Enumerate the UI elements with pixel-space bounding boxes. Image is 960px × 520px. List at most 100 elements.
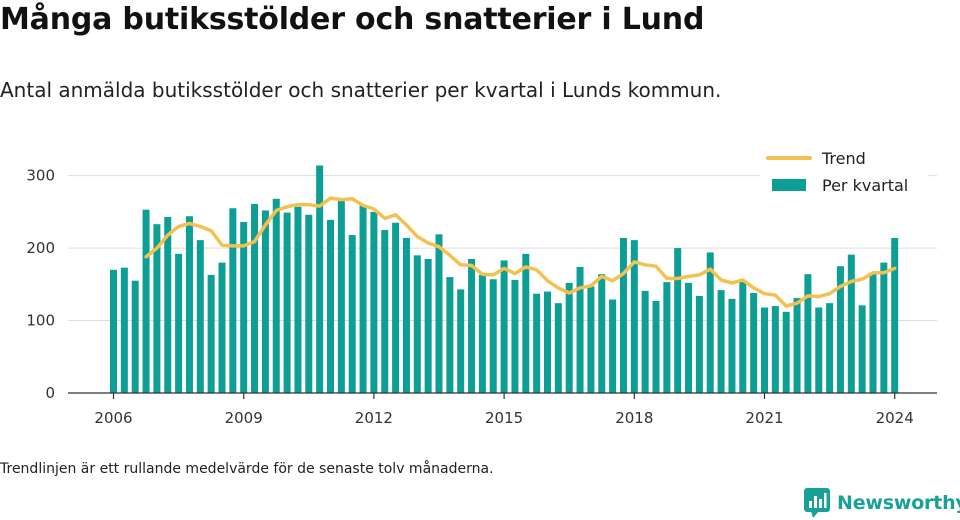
- bar: [337, 200, 345, 393]
- bar: [142, 209, 150, 393]
- bar: [207, 274, 215, 393]
- x-tick-label: 2024: [876, 409, 914, 427]
- x-axis-ticks: 2006 2009 2012 2015 2018 2021 2024: [94, 393, 914, 427]
- y-tick-label: 200: [26, 239, 55, 257]
- bar: [641, 290, 649, 393]
- bar: [630, 240, 638, 393]
- bar: [739, 280, 747, 393]
- bar: [457, 289, 465, 393]
- y-tick-label: 100: [26, 312, 55, 330]
- bar: [446, 277, 454, 393]
- bar: [316, 165, 324, 393]
- newsworthy-logo-icon: [804, 488, 830, 518]
- bar: [164, 216, 172, 393]
- bar: [619, 237, 627, 393]
- legend: Trend Per kvartal: [760, 144, 928, 204]
- legend-bar-swatch: [772, 179, 806, 191]
- bar: [392, 222, 400, 393]
- bar: [348, 235, 356, 393]
- bar: [565, 282, 573, 393]
- chart-title: Många butiksstölder och snatterier i Lun…: [0, 2, 705, 37]
- bar: [468, 258, 476, 393]
- bar: [891, 237, 899, 393]
- bar: [283, 212, 291, 393]
- bar: [793, 298, 801, 393]
- y-axis-ticks: 0 100 200 300: [26, 167, 55, 402]
- bar: [120, 267, 128, 393]
- bar: [771, 306, 779, 393]
- bar: [251, 203, 259, 393]
- bar: [196, 240, 204, 393]
- bar: [869, 273, 877, 393]
- bar: [294, 206, 302, 393]
- bar: [489, 279, 497, 393]
- bar: [218, 262, 226, 393]
- brand[interactable]: Newsworthy: [804, 488, 960, 518]
- bar: [695, 295, 703, 393]
- bar: [685, 282, 693, 393]
- bar: [782, 311, 790, 393]
- bar: [153, 224, 161, 393]
- bar: [240, 222, 248, 393]
- x-tick-label: 2006: [94, 409, 132, 427]
- bar: [272, 198, 280, 393]
- legend-trend-label: Trend: [821, 149, 866, 168]
- bar: [544, 291, 551, 393]
- bar: [609, 299, 617, 393]
- y-tick-label: 300: [26, 167, 55, 185]
- trend-line: [144, 196, 897, 308]
- bar: [587, 286, 595, 393]
- bar: [370, 211, 378, 393]
- bar-series: [110, 165, 899, 393]
- chart-subtitle: Antal anmälda butiksstölder och snatteri…: [0, 78, 722, 102]
- y-tick-label: 0: [45, 384, 55, 402]
- bar: [815, 307, 823, 393]
- bar: [717, 290, 725, 393]
- brand-name: Newsworthy: [837, 492, 960, 514]
- bar: [175, 253, 183, 393]
- bar: [305, 214, 313, 393]
- bar: [750, 293, 758, 393]
- bar: [847, 254, 855, 393]
- bar: [381, 229, 389, 393]
- bar: [131, 280, 139, 393]
- bar: [554, 303, 562, 393]
- x-tick-label: 2018: [615, 409, 653, 427]
- bar: [435, 234, 443, 393]
- bar: [858, 305, 866, 393]
- bar: [424, 258, 432, 393]
- bar: [261, 210, 269, 393]
- x-tick-label: 2021: [745, 409, 783, 427]
- bar: [706, 252, 714, 393]
- footnote: Trendlinjen är ett rullande medelvärde f…: [0, 461, 494, 477]
- bar: [327, 219, 334, 393]
- bar: [826, 303, 834, 393]
- bar: [478, 274, 486, 393]
- bar: [576, 266, 584, 393]
- bar: [413, 255, 421, 393]
- bar: [359, 204, 367, 393]
- legend-background: [760, 144, 928, 204]
- bar: [511, 279, 519, 393]
- x-tick-label: 2015: [485, 409, 523, 427]
- bar: [110, 269, 117, 393]
- bar: [663, 282, 671, 393]
- x-tick-label: 2009: [225, 409, 263, 427]
- bar: [229, 208, 237, 393]
- bar: [880, 262, 888, 393]
- bar: [836, 266, 844, 393]
- legend-bar-label: Per kvartal: [822, 176, 908, 195]
- bar: [652, 300, 660, 393]
- bar: [500, 260, 508, 393]
- bar: [533, 293, 541, 393]
- bar: [804, 274, 812, 393]
- bar: [761, 307, 768, 393]
- bar: [674, 248, 682, 393]
- bar: [728, 298, 736, 393]
- bar: [402, 237, 410, 393]
- x-tick-label: 2012: [355, 409, 393, 427]
- bar: [522, 253, 530, 393]
- bar: [185, 216, 193, 393]
- bar: [598, 274, 606, 393]
